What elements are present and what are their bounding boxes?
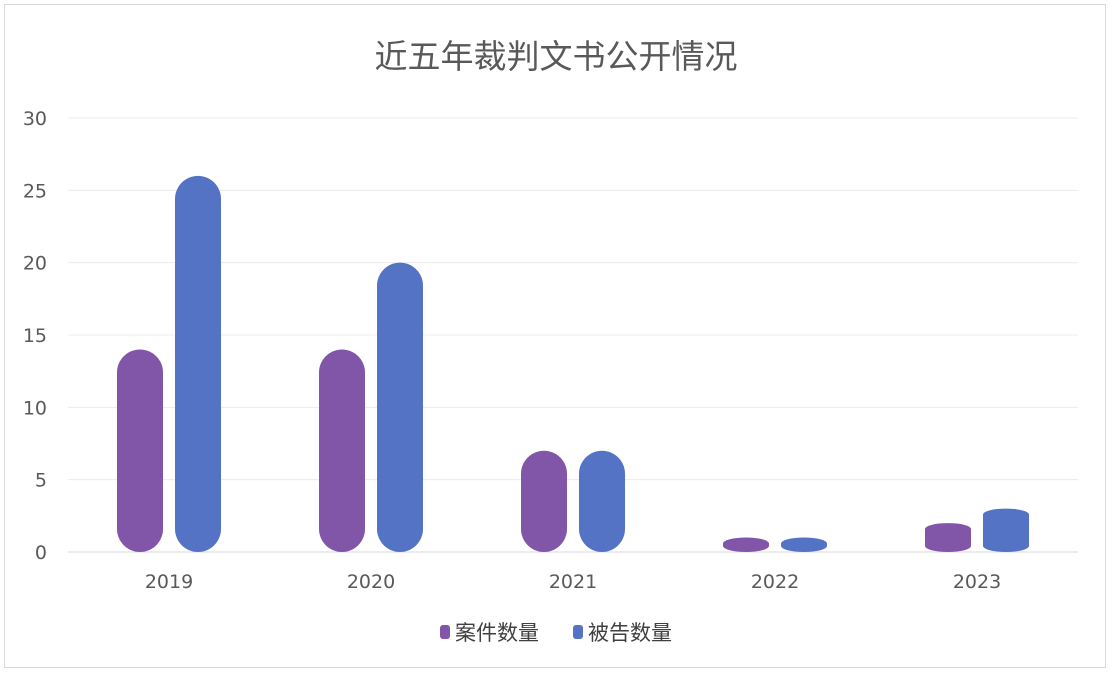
bar-2020-cases xyxy=(319,349,365,552)
chart-title: 近五年裁判文书公开情况 xyxy=(375,37,738,76)
y-tick-label: 20 xyxy=(23,253,47,275)
legend-swatch xyxy=(440,625,450,639)
bar-2020-defendants xyxy=(377,262,423,552)
gridlines xyxy=(68,117,1078,553)
bars xyxy=(117,175,1029,552)
y-tick-label: 5 xyxy=(35,470,47,492)
bar-2021-cases xyxy=(521,450,567,552)
x-tick-label: 2020 xyxy=(347,571,395,593)
x-tick-label: 2019 xyxy=(145,571,193,593)
y-tick-label: 30 xyxy=(23,108,47,130)
x-tick-label: 2022 xyxy=(751,571,799,593)
bar-2023-defendants xyxy=(983,508,1029,552)
bar-2019-defendants xyxy=(175,175,221,552)
y-tick-label: 25 xyxy=(23,180,47,202)
legend: 案件数量 被告数量 xyxy=(440,621,672,645)
legend-swatch xyxy=(573,625,583,639)
bar-2022-cases xyxy=(723,537,769,552)
bar-2021-defendants xyxy=(579,450,625,552)
legend-label: 案件数量 xyxy=(455,621,539,645)
bar-2019-cases xyxy=(117,349,163,552)
y-tick-label: 10 xyxy=(23,397,47,419)
x-tick-label: 2023 xyxy=(953,571,1001,593)
y-tick-label: 15 xyxy=(23,325,47,347)
x-axis-ticks: 2019 2020 2021 2022 2023 xyxy=(145,571,1001,593)
legend-label: 被告数量 xyxy=(588,621,672,645)
bar-2022-defendants xyxy=(781,537,827,552)
y-axis-ticks: 0 5 10 15 20 25 30 xyxy=(23,108,47,564)
x-tick-label: 2021 xyxy=(549,571,597,593)
bar-2023-cases xyxy=(925,523,971,552)
y-tick-label: 0 xyxy=(35,542,47,564)
